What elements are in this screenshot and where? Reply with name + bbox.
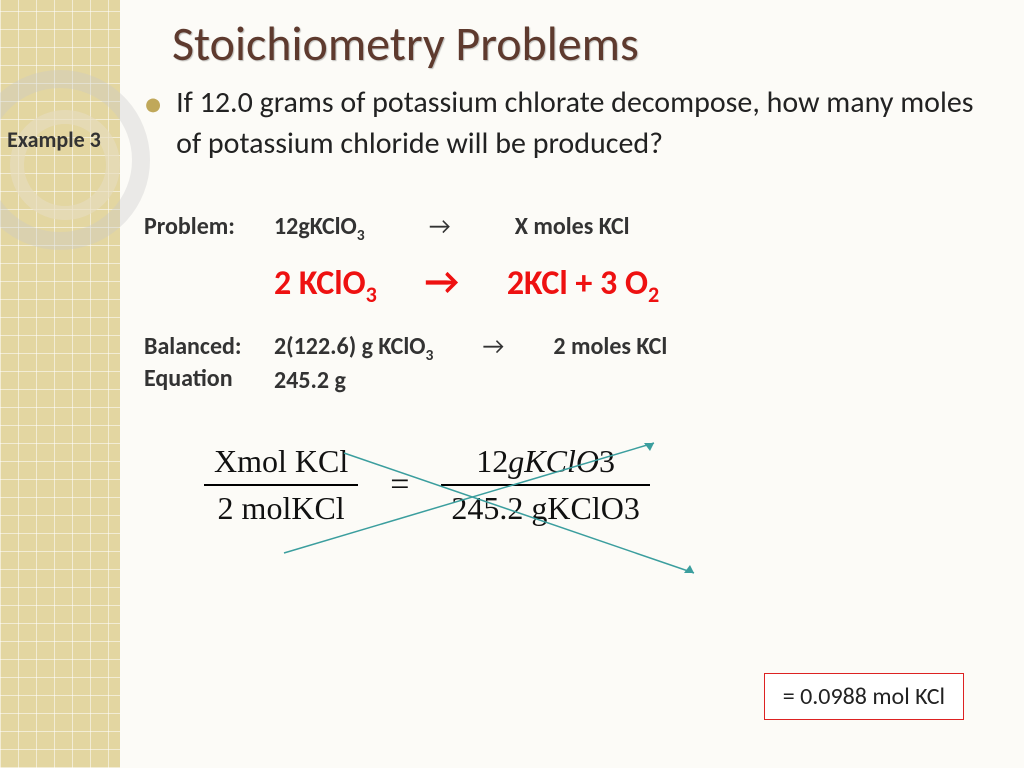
- balanced-label: Balanced:: [144, 332, 274, 361]
- slide-title: Stoichiometry Problems: [172, 14, 996, 73]
- question-text: If 12.0 grams of potassium chlorate deco…: [176, 83, 996, 164]
- problem-unknown: X moles KCl: [515, 212, 630, 241]
- answer-box: = 0.0988 mol KCl: [764, 673, 964, 720]
- slide-content: Stoichiometry Problems ● If 12.0 grams o…: [120, 0, 1024, 768]
- equals-sign: =: [390, 466, 409, 504]
- balanced-left: 2(122.6) g KClO3: [274, 332, 433, 365]
- balanced-extra: 245.2 g: [274, 366, 346, 395]
- problem-given: 12gKClO3: [274, 212, 365, 245]
- problem-row: Problem: 12gKClO3 → X moles KCl: [144, 212, 996, 245]
- arrow-icon: →: [377, 259, 507, 305]
- fraction-left: Xmol KCl 2 molKCl: [204, 443, 358, 527]
- arrow-icon: →: [365, 212, 515, 241]
- question-bullet: ● If 12.0 grams of potassium chlorate de…: [144, 83, 996, 164]
- balanced-right: 2 moles KCl: [553, 332, 667, 361]
- balanced-row: Balanced: 2(122.6) g KClO3 → 2 moles KCl: [144, 332, 996, 365]
- arrow-icon: →: [433, 332, 553, 361]
- problem-label: Problem:: [144, 212, 274, 241]
- equation-right: 2KCl + 3 O2: [507, 263, 659, 308]
- balanced-equation: 2 KClO3 → 2KCl + 3 O2: [144, 259, 996, 308]
- example-label: Example 3: [4, 128, 104, 152]
- bullet-dot-icon: ●: [144, 85, 162, 164]
- fraction-right: 12gKClO3 245.2 gKClO3: [441, 443, 649, 527]
- equation-left: 2 KClO3: [274, 263, 377, 308]
- ratio-equation: Xmol KCl 2 molKCl = 12gKClO3 245.2 gKClO…: [204, 443, 996, 563]
- balanced-label2: Equation: [144, 364, 274, 395]
